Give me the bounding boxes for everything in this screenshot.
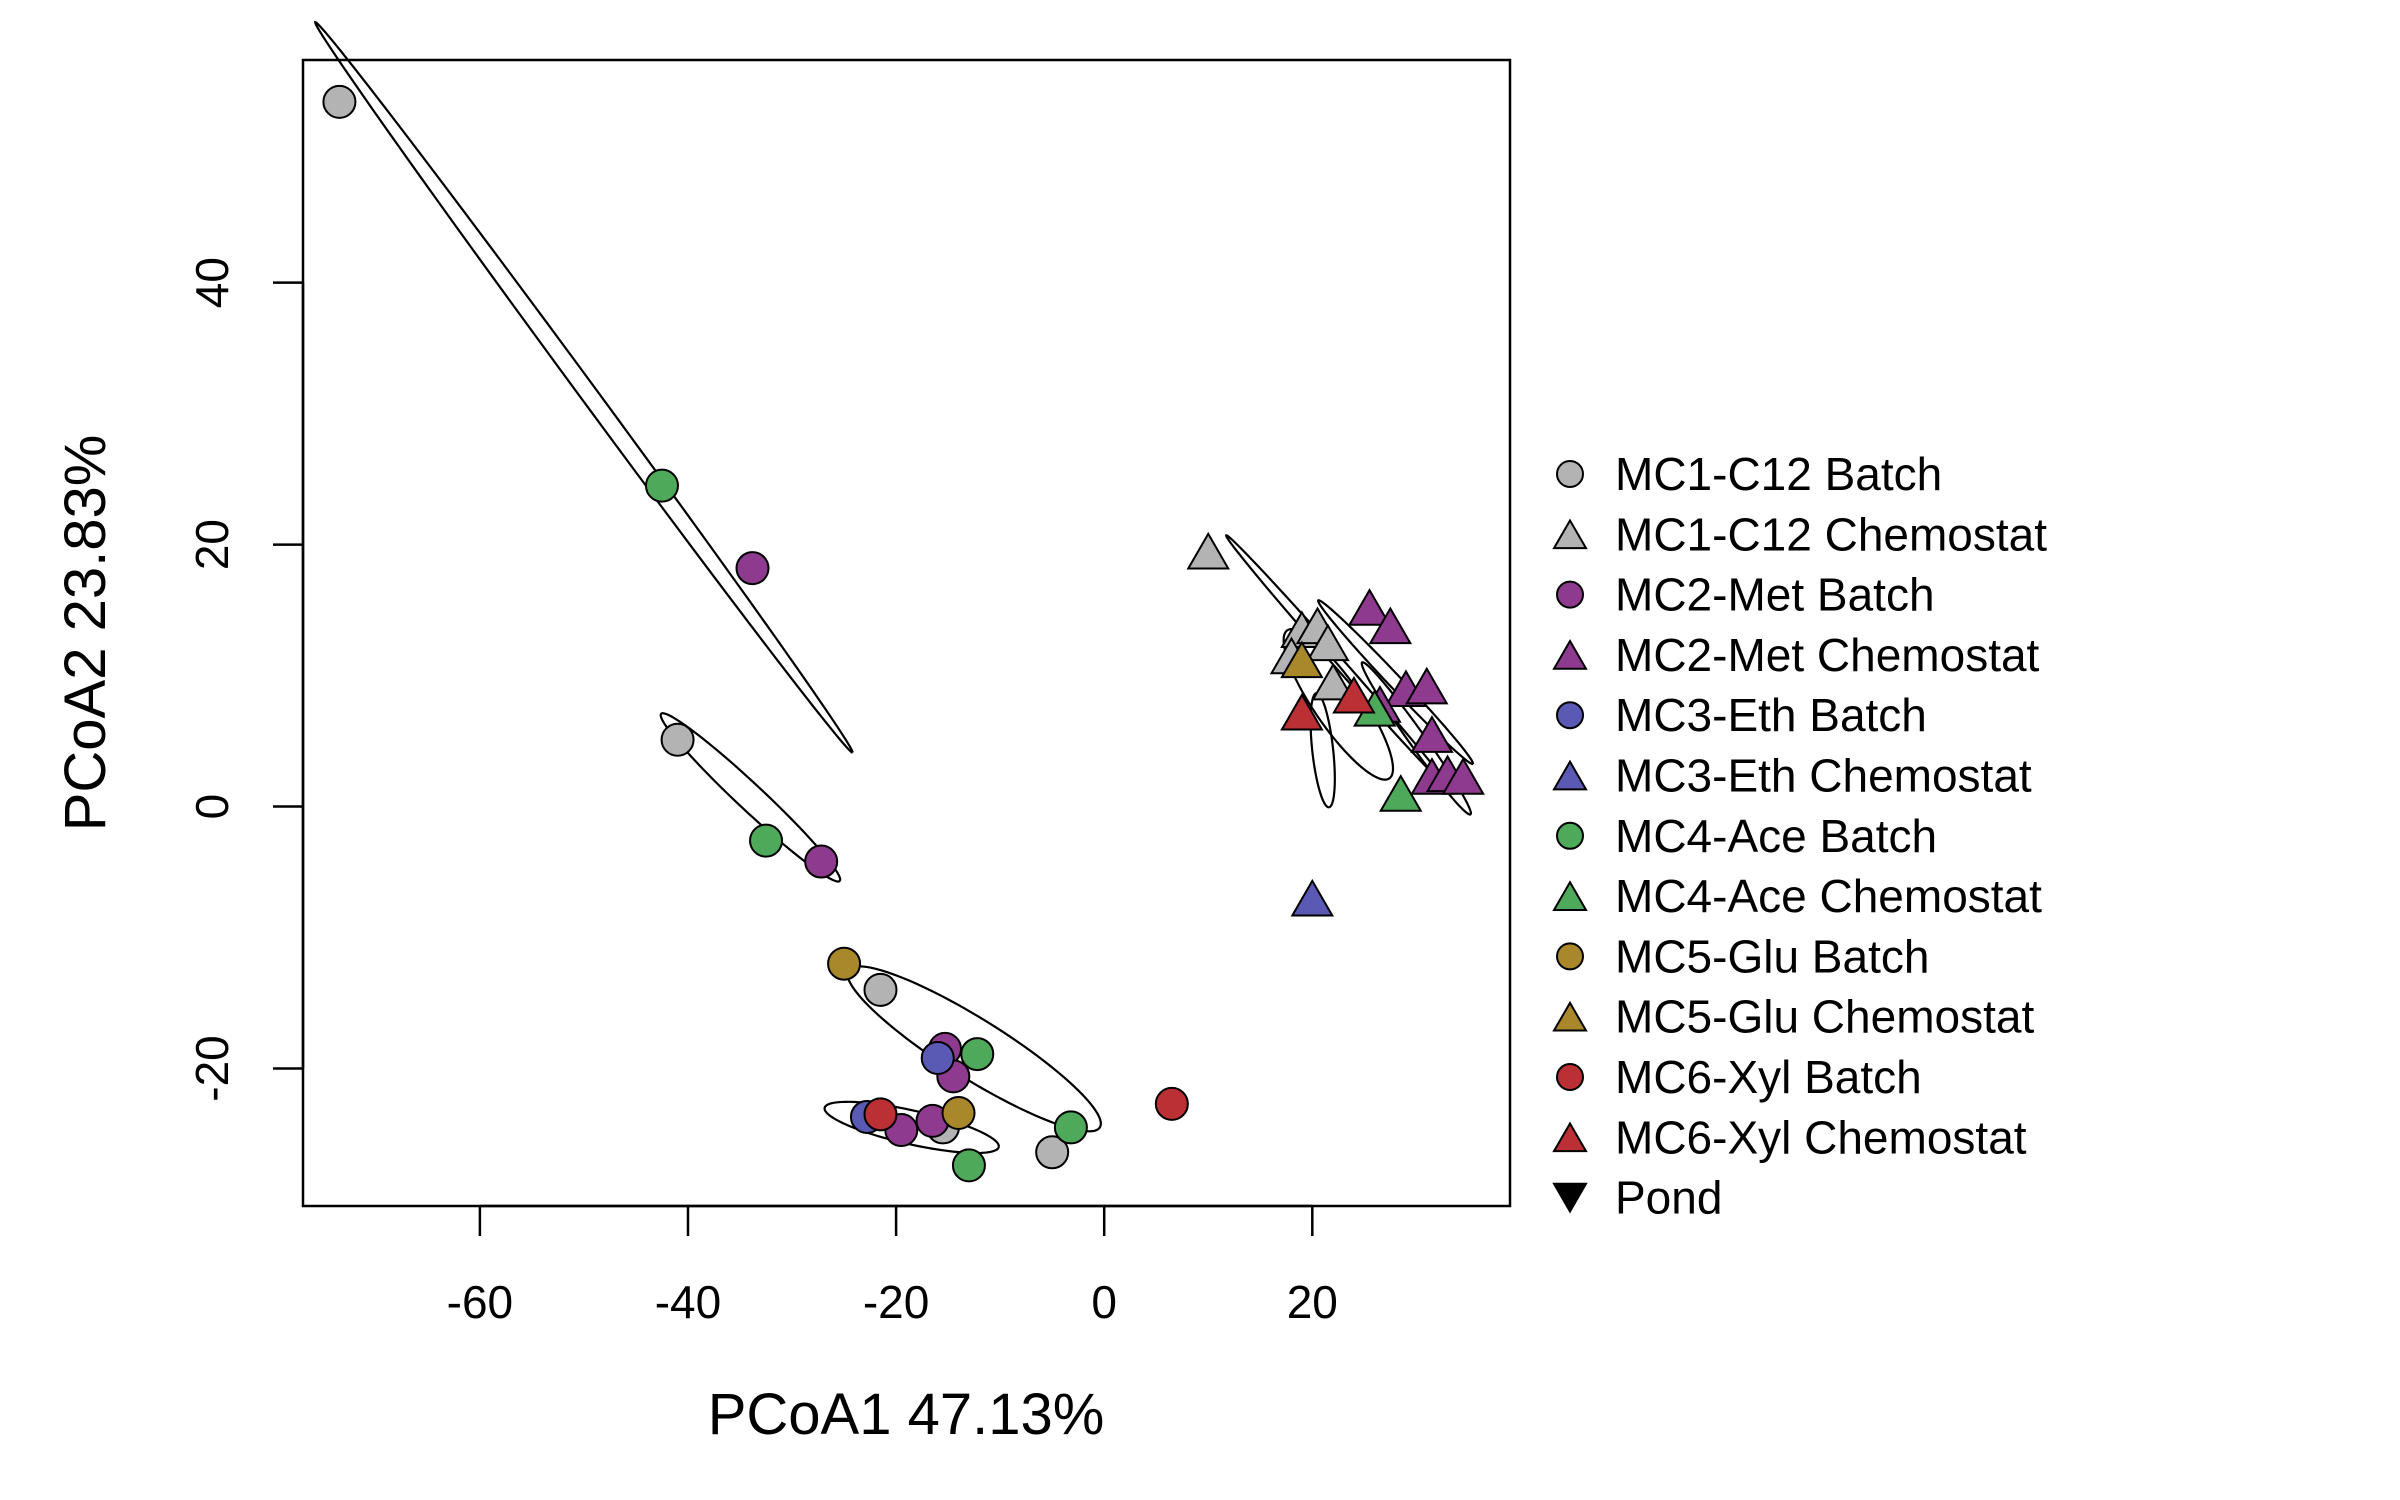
legend-label: MC3-Eth Chemostat — [1615, 750, 2032, 802]
legend-label: MC6-Xyl Chemostat — [1615, 1111, 2027, 1163]
data-point — [1186, 531, 1230, 570]
legend-symbol — [1556, 1063, 1584, 1091]
legend-symbol — [1552, 759, 1588, 791]
data-point — [951, 1148, 986, 1183]
ellipse-outline — [659, 712, 842, 883]
data-point — [804, 844, 839, 879]
data-point — [827, 946, 862, 981]
y-tick-label: 40 — [186, 257, 238, 308]
data-point — [322, 84, 357, 119]
data-point — [660, 722, 695, 757]
data-point — [749, 823, 784, 858]
x-tick-label: -40 — [655, 1276, 721, 1328]
legend-symbol — [1552, 518, 1588, 550]
y-tick-label: 20 — [186, 519, 238, 570]
data-point — [920, 1041, 955, 1076]
legend-symbol — [1556, 460, 1584, 488]
data-point — [1311, 662, 1355, 701]
ellipse-outline — [314, 20, 854, 754]
legend-label: MC5-Glu Batch — [1615, 930, 1929, 982]
y-tick-label: 0 — [186, 794, 238, 820]
x-tick-label: -20 — [863, 1276, 929, 1328]
legend-symbol — [1556, 580, 1584, 609]
legend-symbol — [1556, 942, 1584, 971]
legend-symbol — [1552, 1182, 1588, 1214]
data-point — [1280, 692, 1324, 731]
data-point — [863, 972, 898, 1007]
y-tick-label: -20 — [186, 1035, 238, 1101]
data-points — [322, 84, 1485, 1183]
data-point — [1306, 623, 1350, 662]
data-point — [960, 1037, 995, 1072]
legend-label: MC4-Ace Chemostat — [1615, 870, 2042, 922]
data-point — [941, 1096, 976, 1131]
legend-label: MC3-Eth Batch — [1615, 689, 1927, 741]
x-axis: -60 -40 -20 0 20 — [447, 1204, 1338, 1328]
legend: MC1-C12 Batch MC1-C12 Chemostat MC2-Met Ba… — [1552, 448, 2047, 1224]
data-point — [1035, 1135, 1070, 1170]
data-point — [1053, 1110, 1088, 1145]
legend-label: MC4-Ace Batch — [1615, 810, 1937, 862]
y-axis-label: PCoA2 23.83% — [53, 435, 118, 832]
legend-label: MC1-C12 Chemostat — [1615, 508, 2047, 560]
x-tick-label: 0 — [1091, 1276, 1117, 1328]
data-point — [1441, 757, 1485, 795]
legend-symbol — [1552, 1000, 1588, 1032]
y-axis: -20 0 20 40 — [186, 257, 305, 1102]
data-point — [1290, 878, 1335, 917]
legend-symbol — [1552, 1121, 1588, 1153]
legend-symbol — [1552, 639, 1588, 670]
x-tick-label: 20 — [1287, 1276, 1338, 1328]
data-point — [1280, 640, 1324, 679]
data-point — [1154, 1086, 1189, 1121]
data-point — [735, 551, 770, 586]
data-point — [863, 1097, 898, 1132]
legend-symbol — [1556, 821, 1584, 850]
legend-label: MC5-Glu Chemostat — [1615, 991, 2034, 1043]
data-point — [1368, 606, 1413, 645]
data-point — [644, 468, 679, 503]
legend-label: Pond — [1615, 1172, 1722, 1224]
data-point — [1347, 588, 1392, 626]
data-point — [1379, 774, 1423, 812]
legend-label: MC2-Met Batch — [1615, 569, 1935, 621]
legend-label: MC2-Met Chemostat — [1615, 629, 2040, 681]
data-point — [1410, 715, 1454, 753]
x-axis-label: PCoA1 47.13% — [708, 1382, 1105, 1447]
legend-label: MC1-C12 Batch — [1615, 448, 1942, 500]
legend-symbol — [1552, 880, 1588, 911]
legend-label: MC6-Xyl Batch — [1615, 1051, 1922, 1103]
legend-symbol — [1556, 701, 1584, 730]
data-point — [1405, 666, 1449, 705]
x-tick-label: -60 — [447, 1276, 513, 1328]
data-point — [1332, 675, 1376, 714]
